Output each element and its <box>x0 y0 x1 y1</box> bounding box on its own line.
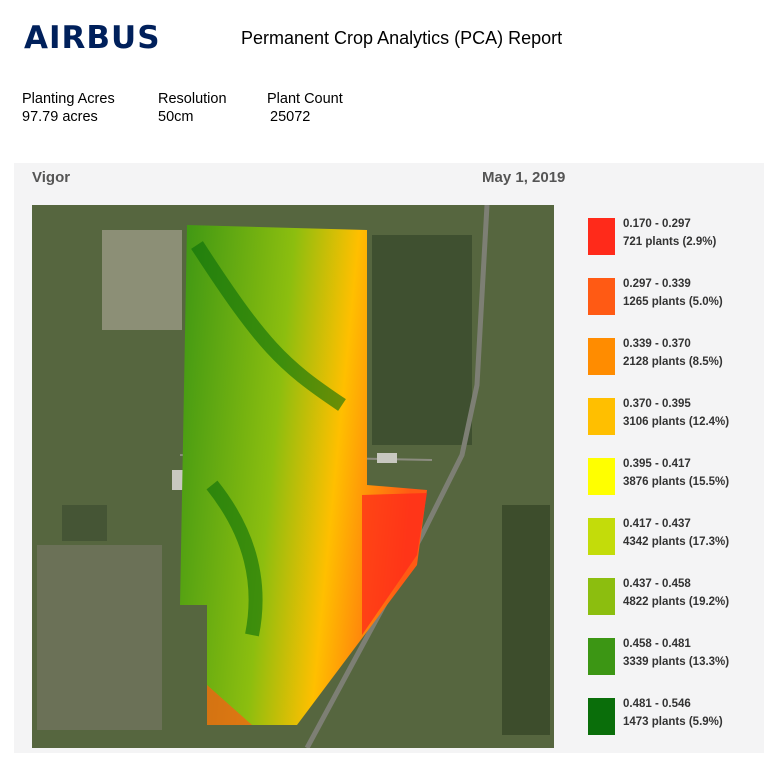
report-date: May 1, 2019 <box>482 169 566 186</box>
legend-range: 0.458 - 0.481 <box>623 638 691 650</box>
orchard-block <box>37 545 162 730</box>
field-block <box>502 505 550 735</box>
aerial-image <box>32 205 554 748</box>
planting-acres-label: Planting Acres <box>22 91 115 107</box>
legend-swatch <box>588 518 615 555</box>
orchard-block <box>102 230 182 330</box>
vigor-map <box>32 205 554 748</box>
resolution-value: 50cm <box>158 109 194 125</box>
legend-count: 4342 plants (17.3%) <box>623 536 730 548</box>
legend-range: 0.370 - 0.395 <box>623 398 691 410</box>
airbus-logo: AIRBUS <box>24 20 161 56</box>
legend-count: 3106 plants (12.4%) <box>623 416 730 428</box>
high-vigor-band <box>206 480 263 637</box>
resolution-label: Resolution <box>158 91 227 107</box>
building <box>377 453 397 463</box>
legend-count: 3876 plants (15.5%) <box>623 476 730 488</box>
low-vigor-zone <box>362 493 427 635</box>
field-block <box>62 505 107 541</box>
legend-count: 1265 plants (5.0%) <box>623 296 723 308</box>
legend-swatch <box>588 638 615 675</box>
legend-range: 0.339 - 0.370 <box>623 338 691 350</box>
legend-count: 721 plants (2.9%) <box>623 236 717 248</box>
planting-acres-value: 97.79 acres <box>22 109 98 125</box>
legend-range: 0.481 - 0.546 <box>623 698 691 710</box>
vigor-panel: Vigor May 1, 2019 <box>14 163 764 753</box>
legend-range: 0.395 - 0.417 <box>623 458 691 470</box>
legend-range: 0.297 - 0.339 <box>623 278 691 290</box>
legend-count: 4822 plants (19.2%) <box>623 596 730 608</box>
legend-count: 1473 plants (5.9%) <box>623 716 723 728</box>
high-vigor-band <box>191 241 346 411</box>
metric-title: Vigor <box>32 169 71 186</box>
legend-swatch <box>588 338 615 375</box>
legend-count: 3339 plants (13.3%) <box>623 656 730 668</box>
legend-range: 0.437 - 0.458 <box>623 578 691 590</box>
planting-acres-block: Planting Acres 97.79 acres <box>22 90 115 126</box>
field-block <box>372 235 472 445</box>
legend-count: 2128 plants (8.5%) <box>623 356 723 368</box>
plant-count-label: Plant Count <box>267 91 343 107</box>
report-title: Permanent Crop Analytics (PCA) Report <box>241 28 563 48</box>
legend-swatch <box>588 698 615 735</box>
plant-count-value: 25072 <box>270 109 311 125</box>
resolution-block: Resolution 50cm <box>158 90 227 126</box>
legend-range: 0.170 - 0.297 <box>623 218 691 230</box>
legend-swatch <box>588 398 615 435</box>
low-vigor-zone <box>207 685 252 725</box>
plant-count-block: Plant Count 25072 <box>267 90 343 126</box>
legend-swatch <box>588 458 615 495</box>
legend-range: 0.417 - 0.437 <box>623 518 691 530</box>
legend-swatch <box>588 578 615 615</box>
legend-swatch <box>588 218 615 255</box>
legend-swatch <box>588 278 615 315</box>
